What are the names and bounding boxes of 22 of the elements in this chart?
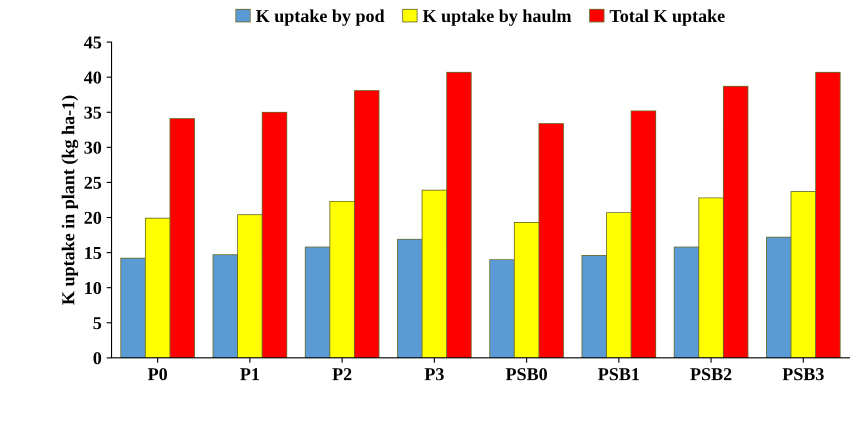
y-tick-label: 35 xyxy=(84,106,102,119)
x-tick-label: PSB2 xyxy=(690,368,732,380)
x-tick-label: P0 xyxy=(148,368,167,380)
y-tick-label: 25 xyxy=(84,176,102,189)
legend-label: K uptake by pod xyxy=(256,9,384,26)
y-tick-label: 20 xyxy=(84,212,102,224)
legend-label: Total K uptake xyxy=(610,9,725,26)
y-tick-label: 10 xyxy=(85,282,102,294)
x-tick-label: PSB0 xyxy=(506,368,547,380)
y-tick-label: 40 xyxy=(84,71,102,84)
x-tick-label: P2 xyxy=(332,368,352,380)
y-tick-label: 5 xyxy=(94,317,102,330)
y-axis-title: K uptake in plant (kg ha-1) xyxy=(62,96,78,305)
x-tick-label: P1 xyxy=(240,368,259,380)
x-tick-label: PSB3 xyxy=(782,368,824,380)
y-tick-label: 30 xyxy=(84,142,102,154)
x-tick-label: P3 xyxy=(424,368,444,380)
x-tick-label: PSB1 xyxy=(598,368,639,380)
y-tick-label: 15 xyxy=(85,246,102,260)
y-tick-label: 0 xyxy=(93,352,102,364)
legend-label: K uptake by haulm xyxy=(422,9,572,26)
y-tick-label: 45 xyxy=(84,36,102,49)
